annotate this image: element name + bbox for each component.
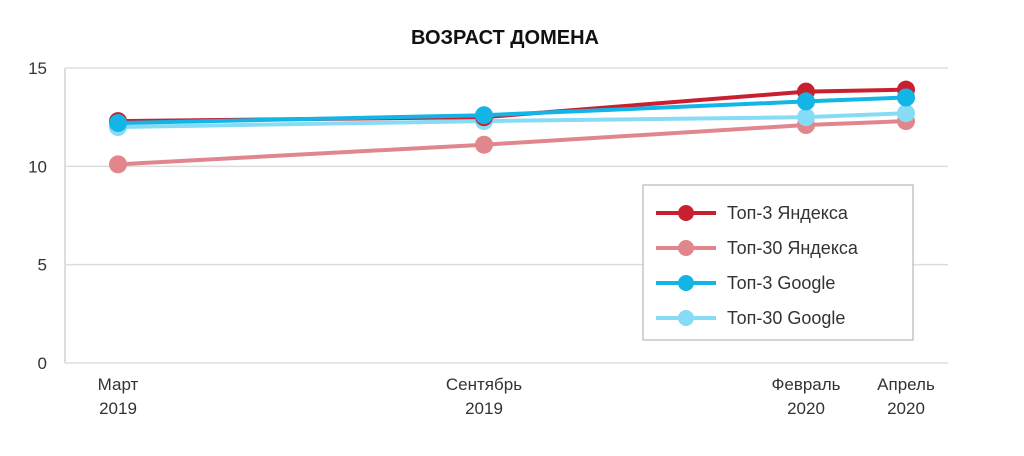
data-point <box>475 106 493 125</box>
legend-label: Топ-3 Яндекса <box>727 203 849 223</box>
x-tick-label: 2020 <box>787 399 825 418</box>
x-tick-label: Сентябрь <box>446 375 522 394</box>
series-2 <box>109 88 915 133</box>
legend-label: Топ-30 Google <box>727 308 845 328</box>
legend-marker <box>678 310 694 326</box>
legend-label: Топ-30 Яндекса <box>727 238 859 258</box>
series-line <box>117 111 907 129</box>
x-tick-label: 2019 <box>99 399 137 418</box>
data-point <box>797 108 815 127</box>
x-tick-label: Февраль <box>771 375 840 394</box>
series-line <box>117 119 907 167</box>
legend-marker <box>678 275 694 291</box>
series-line <box>117 95 907 126</box>
y-tick-label: 10 <box>28 157 47 176</box>
data-point <box>797 92 815 111</box>
data-point <box>109 155 127 174</box>
data-point <box>897 88 915 107</box>
x-tick-label: 2019 <box>465 399 503 418</box>
x-tick-label: Апрель <box>877 375 935 394</box>
chart-title: ВОЗРАСТ ДОМЕНА <box>411 27 599 49</box>
legend-marker <box>678 205 694 221</box>
y-tick-label: 0 <box>38 354 47 373</box>
legend-label: Топ-3 Google <box>727 273 835 293</box>
data-point <box>109 114 127 133</box>
x-tick-label: 2020 <box>887 399 925 418</box>
y-tick-label: 15 <box>28 59 47 78</box>
y-tick-label: 5 <box>38 256 47 275</box>
x-tick-label: Март <box>98 375 139 394</box>
data-point <box>475 135 493 154</box>
legend-marker <box>678 240 694 256</box>
data-point <box>897 104 915 123</box>
